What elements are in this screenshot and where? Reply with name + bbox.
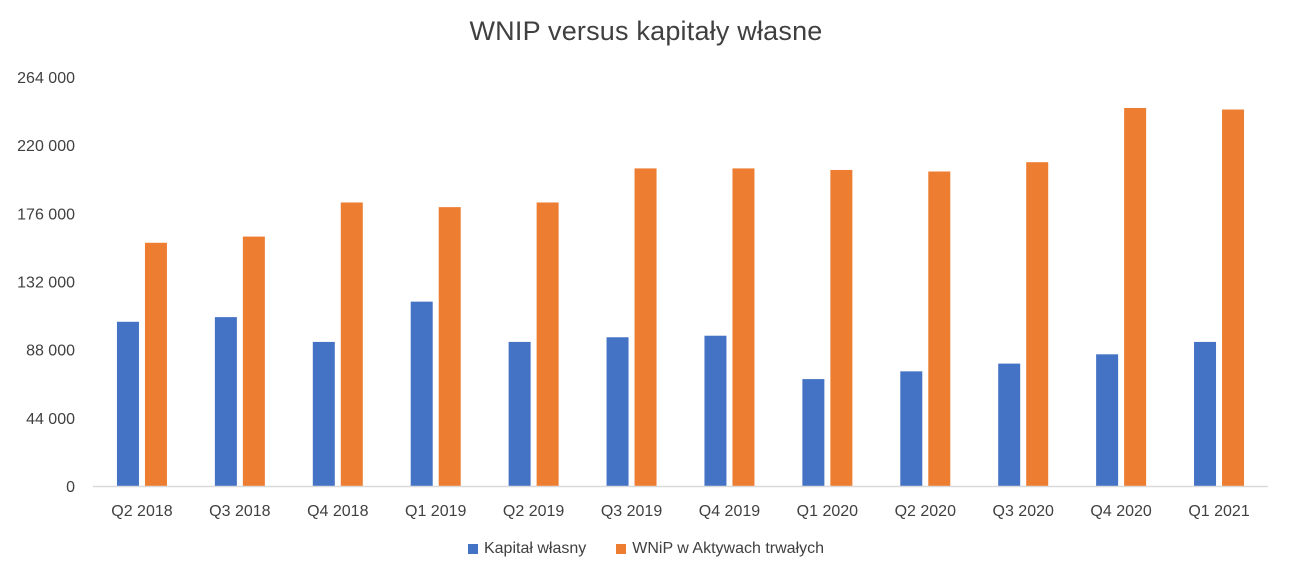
y-tick-label: 264 000 [17,70,75,87]
bar-wnip [1222,109,1245,486]
y-tick-label: 132 000 [17,275,75,292]
legend-label-kapital: Kapitał własny [483,540,587,557]
bar-kapital [410,301,433,486]
legend-swatch-wnip [616,544,627,554]
bar-kapital [312,341,335,486]
bar-wnip [830,169,853,487]
y-tick-label: 44 000 [26,411,75,428]
bar-wnip [242,236,265,486]
x-tick-label: Q2 2020 [895,503,956,520]
legend-label-wnip: WNiP w Aktywach trwałych [632,540,825,557]
bar-kapital [998,363,1021,486]
bar-kapital [802,379,825,486]
x-tick-label: Q4 2020 [1090,503,1151,520]
bar-wnip [1124,107,1147,486]
x-tick-label: Q2 2018 [111,503,172,520]
x-tick-label: Q1 2020 [797,503,858,520]
y-tick-label: 220 000 [17,138,75,155]
bar-kapital [214,317,237,486]
bar-kapital [116,321,139,486]
x-tick-label: Q3 2019 [601,503,662,520]
legend-item-kapital: Kapitał własny [467,540,587,558]
x-tick-label: Q4 2018 [307,503,368,520]
bar-wnip [438,207,461,487]
bar-wnip [634,168,657,486]
x-tick-label: Q1 2019 [405,503,466,520]
bar-wnip [1026,162,1049,487]
bar-wnip [144,242,167,486]
x-tick-label: Q2 2019 [503,503,564,520]
x-tick-label: Q4 2019 [699,503,760,520]
bar-wnip [536,202,559,486]
x-tick-label: Q1 2021 [1188,503,1249,520]
x-tick-label: Q3 2020 [993,503,1054,520]
legend-item-wnip: WNiP w Aktywach trwałych [616,540,824,558]
y-tick-label: 0 [66,479,75,496]
chart-title: WNIP versus kapitały własne [469,16,823,46]
bar-kapital [508,341,531,486]
bar-kapital [704,335,727,486]
bar-kapital [900,371,923,486]
bar-wnip [340,202,363,486]
bar-wnip [928,171,951,486]
bar-wnip [732,168,755,486]
y-tick-label: 176 000 [17,206,75,223]
x-tick-label: Q3 2018 [209,503,270,520]
y-tick-label: 88 000 [26,343,75,360]
legend-swatch-kapital [467,544,478,554]
legend: Kapitał własny WNiP w Aktywach trwałych [0,540,1292,558]
bar-kapital [1194,341,1217,486]
bar-kapital [606,337,629,486]
bar-kapital [1096,354,1119,486]
